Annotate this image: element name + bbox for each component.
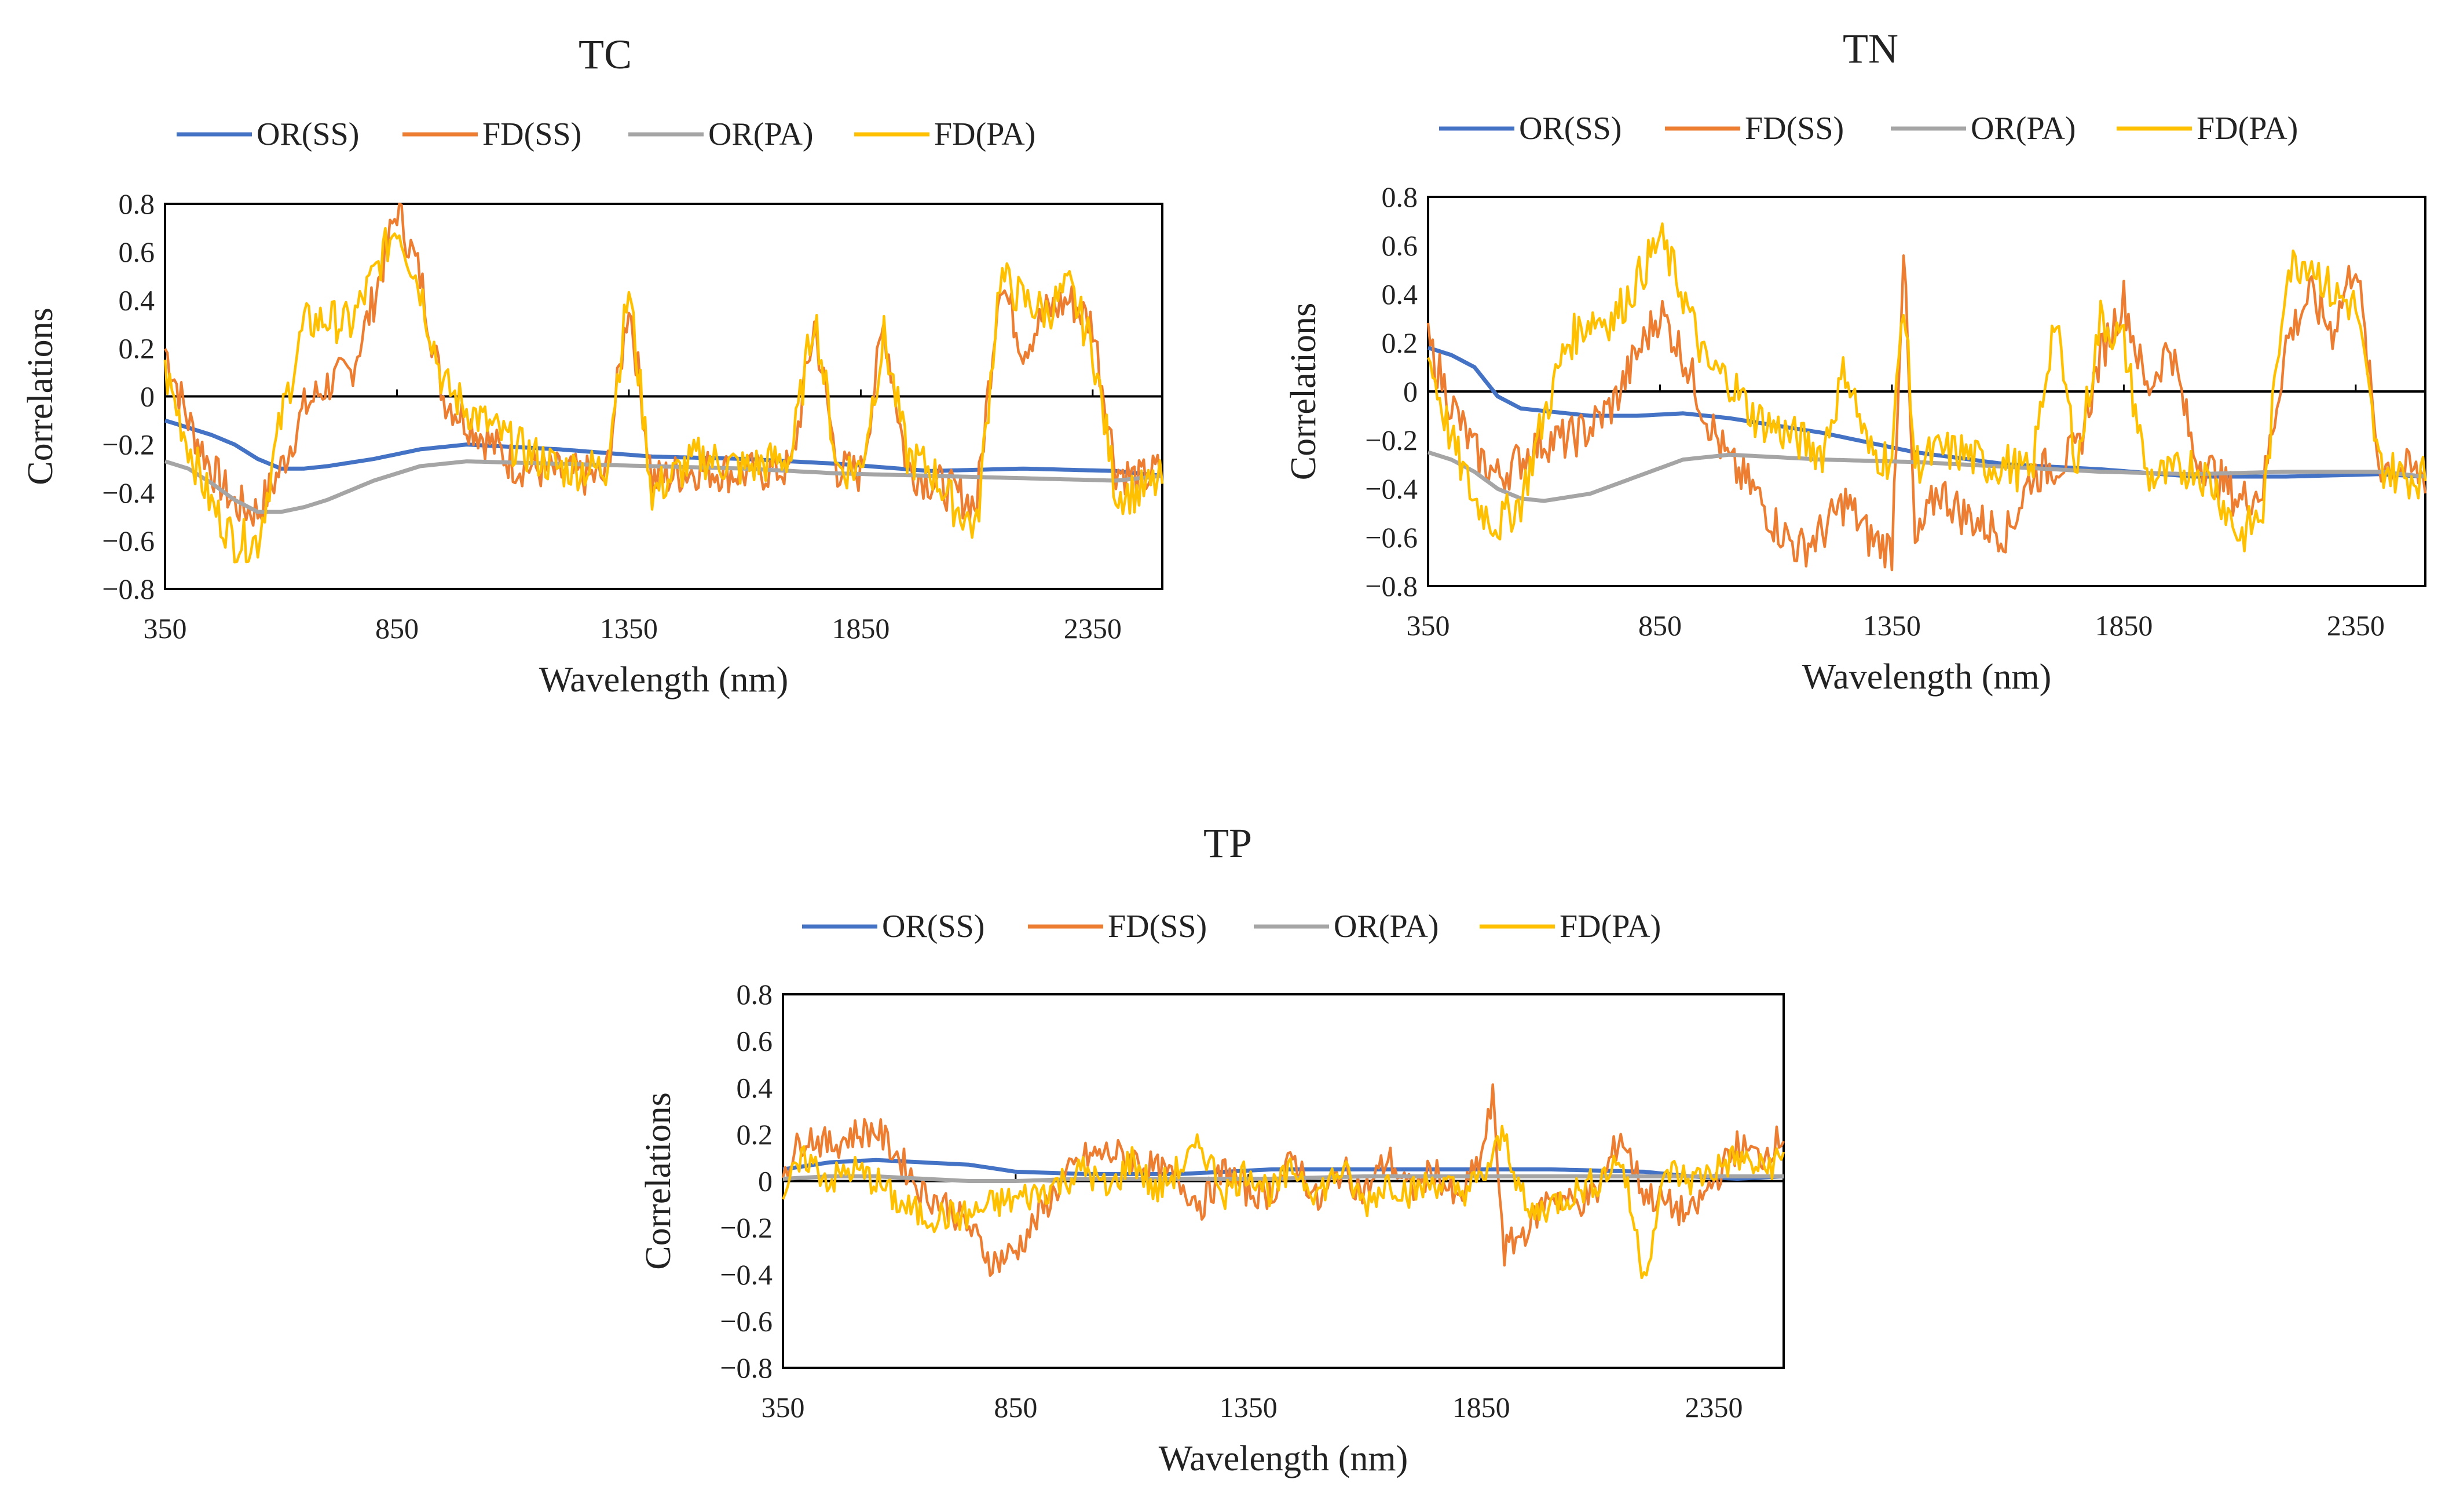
series-line-or-pa: [164, 459, 1163, 514]
series-line-fd-pa: [1426, 222, 2427, 552]
y-tick-label: 0.2: [1382, 327, 1418, 359]
y-tick-label: 0.8: [119, 188, 155, 220]
series-line-or-pa: [1427, 450, 2426, 503]
y-tick-label: −0.6: [102, 525, 155, 557]
x-tick-label: 350: [762, 1391, 805, 1423]
y-tick-label: −0.2: [720, 1211, 773, 1244]
x-tick-label: 1350: [600, 612, 658, 645]
x-tick-label: 350: [144, 612, 187, 645]
x-tick-label: 2350: [1064, 612, 1122, 645]
x-tick-label: 1850: [832, 612, 890, 645]
legend-label: FD(PA): [934, 116, 1035, 152]
y-axis-label: Correlations: [639, 1092, 678, 1270]
y-axis-label: Correlations: [21, 307, 60, 485]
legend-label: OR(PA): [708, 116, 814, 152]
y-tick-label: −0.4: [720, 1258, 773, 1291]
y-tick-label: 0.2: [119, 332, 155, 364]
y-tick-label: −0.8: [1365, 570, 1418, 602]
x-tick-label: 1850: [1452, 1391, 1510, 1423]
x-tick-label: 1350: [1863, 609, 1921, 642]
y-tick-label: 0: [758, 1165, 773, 1198]
legend-label: OR(SS): [257, 116, 359, 152]
chart-title: TC: [579, 31, 632, 78]
legend-label: FD(SS): [482, 116, 581, 152]
x-tick-label: 1350: [1220, 1391, 1278, 1423]
y-tick-label: −0.6: [1365, 521, 1418, 554]
y-tick-label: 0.6: [119, 236, 155, 268]
y-tick-label: 0.2: [737, 1118, 773, 1151]
series-line-or-ss: [164, 418, 1163, 478]
y-tick-label: 0.8: [1382, 181, 1418, 213]
y-tick-label: 0: [140, 380, 155, 413]
chart-title: TP: [1203, 820, 1252, 866]
y-tick-label: −0.2: [102, 429, 155, 461]
y-tick-label: 0.4: [737, 1071, 773, 1104]
y-tick-label: 0.6: [1382, 229, 1418, 262]
series-line-fd-pa: [163, 226, 1164, 563]
series-line-fd-ss: [1426, 254, 2427, 572]
x-tick-label: 2350: [1685, 1391, 1743, 1423]
y-tick-label: 0.6: [737, 1025, 773, 1057]
y-tick-label: −0.8: [720, 1352, 773, 1384]
legend-label: FD(PA): [1560, 909, 1661, 944]
legend-label: OR(PA): [1971, 111, 2076, 147]
legend-label: OR(SS): [882, 909, 984, 944]
x-tick-label: 850: [1638, 609, 1682, 642]
y-tick-label: 0.4: [119, 284, 155, 316]
y-tick-label: 0.4: [1382, 278, 1418, 310]
y-tick-label: −0.2: [1365, 424, 1418, 456]
chart-title: TN: [1843, 25, 1898, 72]
y-tick-label: −0.4: [1365, 473, 1418, 505]
x-tick-label: 850: [375, 612, 419, 645]
x-tick-label: 850: [994, 1391, 1037, 1423]
panel-tn: TN OR(SS) FD(SS) OR(PA) FD(PA) 0.8 0.6 0.4 0.2 0 −…: [1284, 25, 2427, 697]
y-tick-label: −0.6: [720, 1305, 773, 1337]
x-axis-label: Wavelength (nm): [1802, 657, 2052, 697]
series-line-or-pa: [782, 1174, 1784, 1183]
panel-tp: TP OR(SS) FD(SS) OR(PA) FD(PA) 0.8 0.6 0.4 0.2 0 −…: [639, 820, 1785, 1478]
y-tick-label: 0.8: [737, 978, 773, 1011]
legend-label: FD(PA): [2197, 111, 2298, 147]
legend-label: FD(SS): [1745, 111, 1844, 147]
x-axis-label: Wavelength (nm): [1159, 1439, 1408, 1478]
x-tick-label: 1850: [2095, 609, 2153, 642]
y-tick-label: 0: [1403, 375, 1418, 408]
legend-label: FD(SS): [1108, 909, 1207, 944]
series-line-fd-pa: [781, 1125, 1785, 1279]
y-axis-label: Correlations: [1284, 303, 1323, 481]
legend-label: OR(SS): [1519, 111, 1622, 147]
x-tick-label: 350: [1407, 609, 1450, 642]
y-tick-label: −0.4: [102, 477, 155, 509]
x-tick-label: 2350: [2327, 609, 2385, 642]
y-tick-label: −0.8: [102, 573, 155, 605]
panel-tc: TC OR(SS) FD(SS) OR(PA) FD(PA) 0.8 0.6 0.4 0.2 0 −…: [21, 31, 1164, 700]
x-axis-label: Wavelength (nm): [539, 660, 789, 700]
legend-label: OR(PA): [1334, 909, 1439, 944]
